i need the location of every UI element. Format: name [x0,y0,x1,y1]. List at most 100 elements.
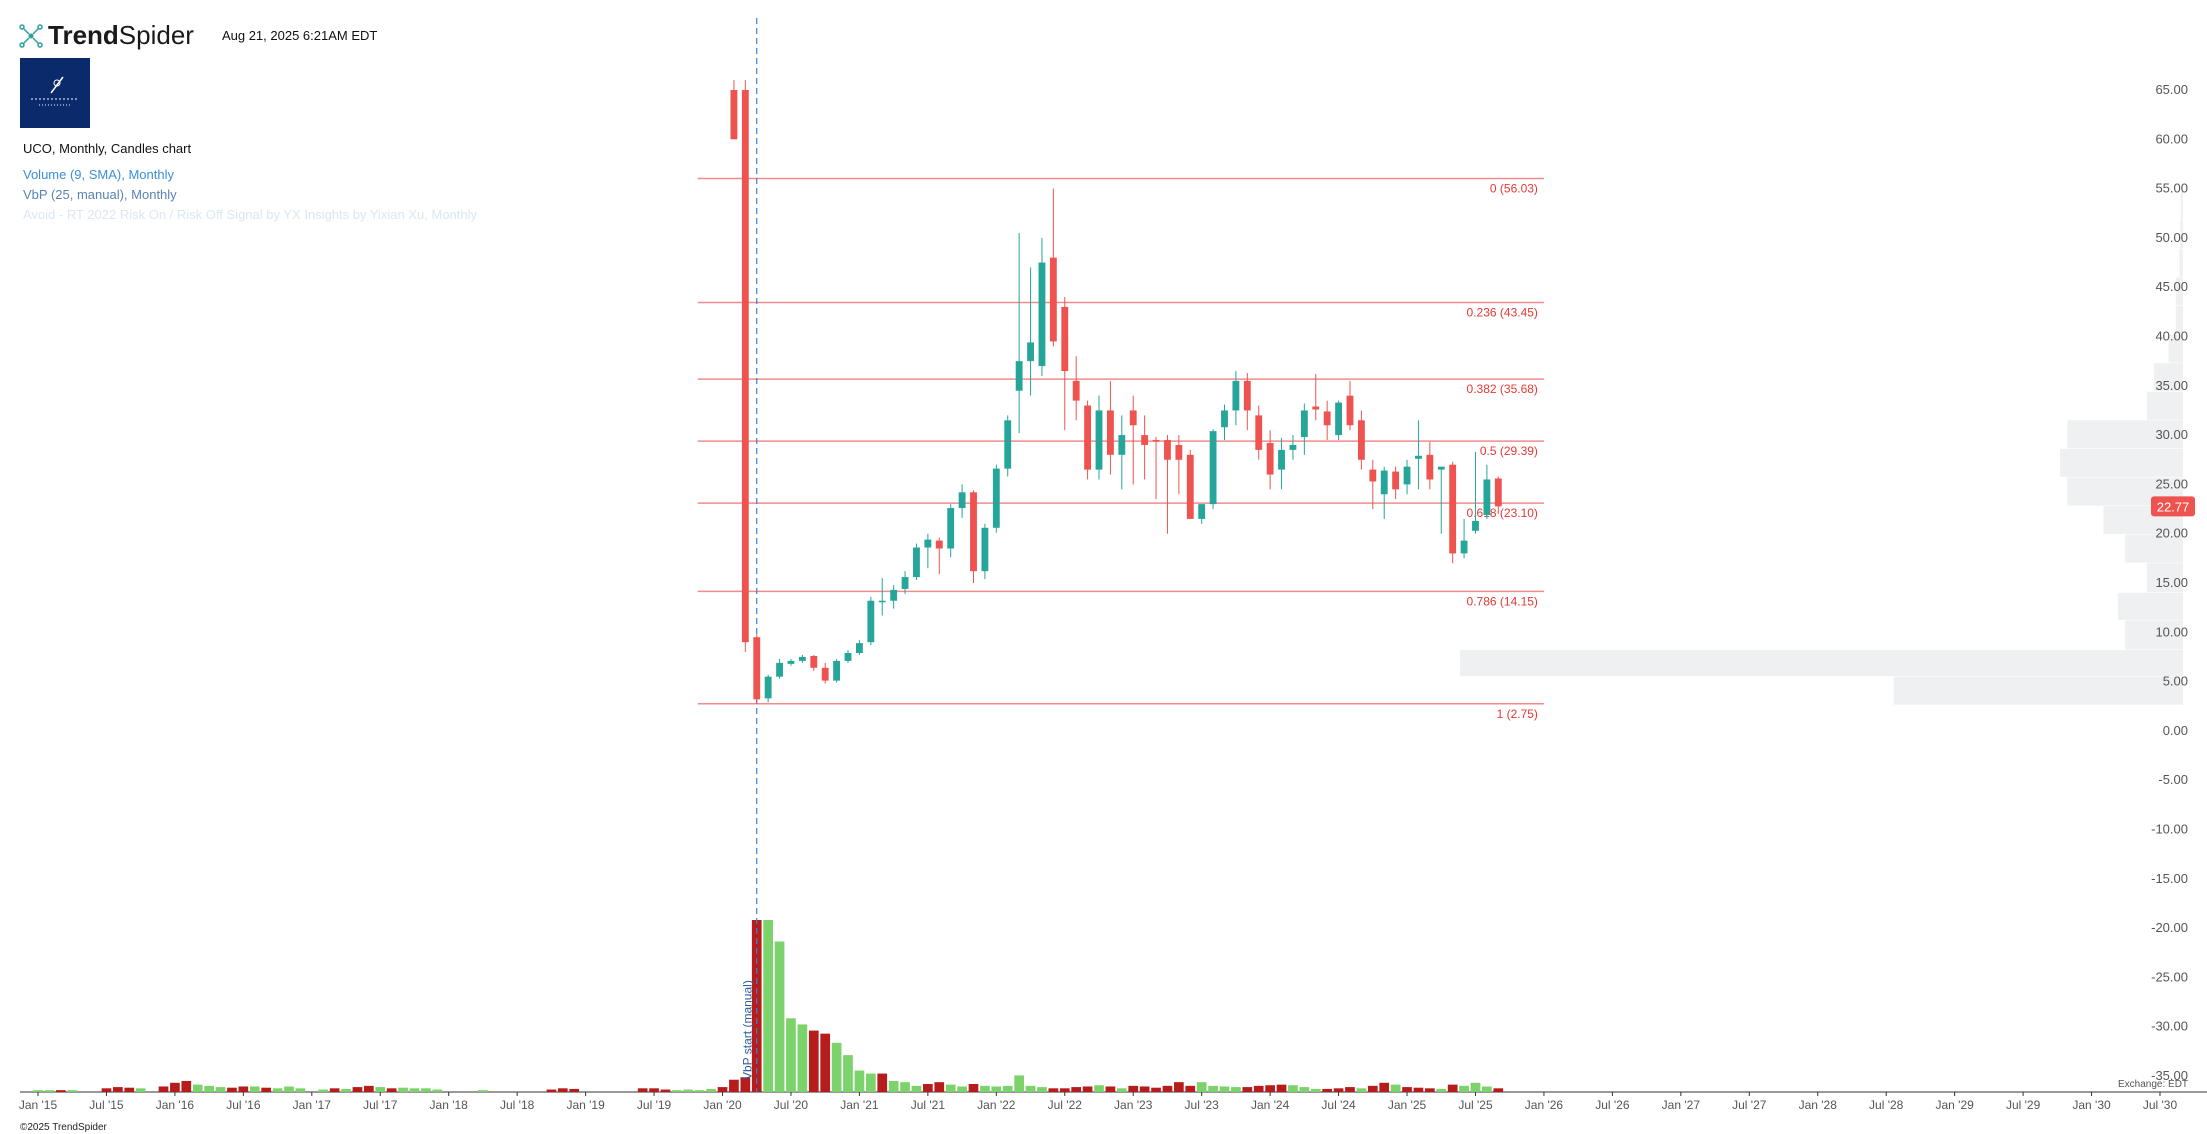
volume-bar [124,1087,135,1092]
candle [1380,466,1388,519]
y-tick-label: 30.00 [2155,427,2188,442]
candle-body [753,637,761,700]
volume-bar [1151,1087,1161,1092]
candle-body [913,547,920,578]
candle [798,654,806,663]
volume-bar [660,1089,671,1092]
y-tick-label: 50.00 [2155,230,2188,245]
y-tick-label: 45.00 [2155,279,2188,294]
x-tick-label: Jul '19 [637,1098,672,1112]
x-tick-label: Jan '30 [2072,1098,2111,1112]
volume-bar [432,1089,443,1092]
volume-bar [1002,1085,1013,1092]
volume-bar [774,941,785,1092]
candle [1289,435,1297,460]
x-tick-label: Jul '21 [911,1098,946,1112]
volume-bar [249,1086,260,1092]
volume-bar [135,1088,146,1092]
volume-bar [295,1088,306,1092]
y-axis: 65.00 60.00 55.00 50.00 45.00 40.00 35.00 30.00… [2151,82,2188,1083]
volume-bar [1048,1088,1059,1092]
y-tick-label: 15.00 [2155,575,2188,590]
x-tick-label: Jan '25 [1388,1098,1427,1112]
volume-bar [1196,1082,1207,1092]
candle [992,464,1000,533]
candle [1346,380,1354,431]
candle-body [1243,380,1251,411]
volume-bar [421,1088,431,1092]
candle-body [924,539,932,548]
volume-bar [934,1082,945,1092]
volume-bar [1379,1082,1390,1092]
candle [1038,237,1046,376]
candle [970,490,977,583]
x-tick-label: Jan '16 [156,1098,195,1112]
volume-bar [637,1088,648,1092]
candle-body [1460,540,1468,554]
volume-bar [113,1087,123,1092]
fib-level-label: 1 (2.75) [1497,707,1538,721]
volume-bar [44,1090,55,1092]
candle-body [867,600,875,643]
candle [1198,504,1206,524]
candle-body [1449,464,1457,554]
volume-bar [820,1033,831,1092]
volume-bar [546,1089,557,1092]
candle-body [1266,442,1274,475]
network-icon [19,23,43,48]
candle [1335,400,1343,441]
candle-body [1061,306,1069,372]
volume-bar [1128,1085,1139,1092]
candle [1323,400,1331,441]
volume-indicator-label[interactable]: Volume (9, SMA), Monthly [23,167,174,182]
candle-body [1380,470,1388,495]
candle-body [1152,440,1160,442]
candle-body [1118,435,1126,455]
candle [1415,420,1422,490]
vbp-bar [2067,420,2183,449]
volume-bar [1299,1087,1310,1092]
vbp-histogram [1460,191,2183,705]
volume-bar [1231,1087,1241,1092]
volume-bar [786,1018,796,1092]
candle-body [1300,410,1308,438]
y-tick-label: -20.00 [2151,920,2188,935]
volume-bar [478,1090,488,1092]
candle-body [1437,466,1445,470]
timestamp: Aug 21, 2025 6:21AM EDT [221,28,378,43]
candle [1483,464,1491,519]
symbol-logo [20,58,90,128]
candle-body [901,577,909,589]
x-tick-label: Jul '16 [226,1098,261,1112]
y-tick-label: -15.00 [2151,871,2188,886]
trendspider-logo[interactable]: TrendSpider [18,20,194,51]
copyright: ©2025 TrendSpider [20,1122,107,1133]
y-tick-label: 60.00 [2155,131,2188,146]
candle-body [1312,406,1320,410]
y-tick-label: 10.00 [2155,624,2188,639]
vbp-indicator-label[interactable]: VbP (25, manual), Monthly [23,187,177,202]
x-tick-label: Jan '23 [1114,1098,1153,1112]
volume-bar [261,1087,272,1092]
x-tick-label: Jan '22 [977,1098,1016,1112]
volume-bar [1014,1075,1024,1092]
candle-body [1232,380,1240,411]
candle-body [1346,395,1354,426]
candle-body [1278,449,1285,470]
volume-bar [1356,1088,1367,1092]
candle-body [890,589,898,601]
volume-bar [227,1087,237,1092]
candle-body [1141,435,1149,445]
fibonacci-retracement: 0 (56.03) 0.236 (43.45) 0.382 (35.68) 0.5 (… [697,177,1544,721]
volume-bar [1071,1087,1082,1092]
candle [878,578,886,616]
volume-bar [352,1087,363,1092]
candle [958,484,966,518]
risk-signal-indicator-label[interactable]: Avoid - RT 2022 Risk On / Risk Off Signa… [23,207,478,222]
candle [1027,267,1034,396]
volume-bar [1105,1086,1116,1092]
candle-body [1403,466,1411,485]
volume-bar [888,1080,899,1092]
volume-bar [1425,1088,1435,1092]
